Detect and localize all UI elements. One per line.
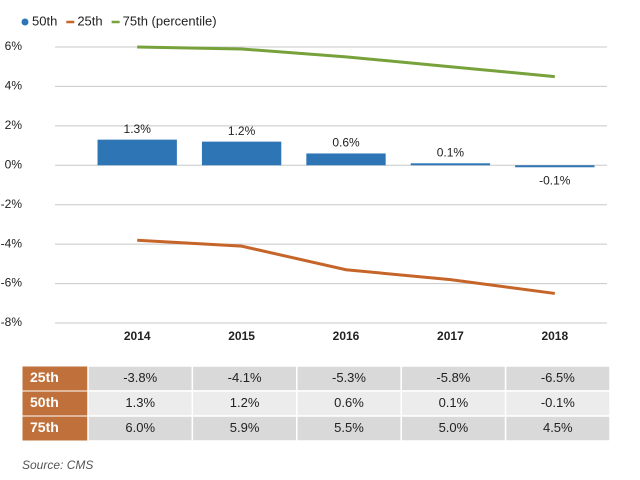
bar (97, 139, 177, 166)
table-cell: -6.5% (541, 370, 575, 385)
table-cell-bg (504, 365, 611, 392)
y-tick-label: -4% (1, 236, 23, 250)
data-label: 0.6% (332, 136, 360, 150)
table-cell-bg (296, 415, 402, 442)
x-tick-label: 2018 (541, 329, 568, 343)
table-cell: 6.0% (125, 420, 155, 435)
table-cell: 0.1% (439, 395, 469, 410)
table-cell: -5.3% (332, 370, 366, 385)
table-cell-bg (504, 415, 611, 442)
bar (306, 153, 386, 166)
data-label: 1.2% (228, 124, 256, 138)
table-cell-bg (296, 365, 402, 392)
table-row-header-bg (21, 390, 89, 417)
y-tick-label: -8% (1, 315, 23, 329)
table-cell-bg (504, 390, 611, 417)
table-cell: -5.8% (436, 370, 470, 385)
x-tick-label: 2017 (437, 329, 464, 343)
data-label: 0.1% (437, 145, 465, 159)
data-label: -0.1% (539, 173, 571, 187)
table-cell-bg (296, 390, 402, 417)
table-cell: 5.0% (439, 420, 469, 435)
line (137, 238, 555, 295)
x-tick-label: 2015 (228, 329, 255, 343)
table-cell: 5.5% (334, 420, 364, 435)
table-cell-bg (191, 390, 298, 417)
table-cell-bg (191, 415, 298, 442)
data-label: 1.3% (124, 122, 152, 136)
table-row-header-bg (21, 415, 89, 442)
table-cell: 1.3% (125, 395, 155, 410)
table-cell-bg (400, 365, 507, 392)
y-tick-label: 2% (5, 118, 23, 132)
x-tick-label: 2014 (124, 329, 151, 343)
source-note: Source: CMS (22, 458, 93, 472)
table-cell: -4.1% (228, 370, 262, 385)
table-cell: -0.1% (541, 395, 575, 410)
legend-label: 25th (77, 13, 102, 28)
bar (201, 141, 282, 166)
legend-label: 75th (percentile) (123, 13, 217, 28)
y-tick-label: 0% (5, 157, 23, 171)
table-row-header: 50th (30, 394, 59, 410)
legend-marker (21, 18, 29, 26)
bar (515, 165, 595, 168)
y-tick-label: -2% (1, 197, 23, 211)
table-cell: 5.9% (230, 420, 260, 435)
legend-label: 50th (32, 13, 57, 28)
table-cell-bg (87, 415, 194, 442)
bar (410, 163, 491, 166)
table-cell: 4.5% (543, 420, 573, 435)
y-tick-label: 4% (5, 79, 23, 93)
table-cell: 1.2% (230, 395, 260, 410)
table-cell-bg (400, 415, 507, 442)
y-tick-label: 6% (5, 39, 23, 53)
table-cell-bg (87, 365, 194, 392)
table-cell: -3.8% (123, 370, 157, 385)
table-row-header: 75th (30, 419, 59, 435)
x-tick-label: 2016 (333, 329, 360, 343)
table-cell: 0.6% (334, 395, 364, 410)
y-tick-label: -6% (1, 276, 23, 290)
table-row-header: 25th (30, 369, 59, 385)
line (137, 45, 555, 79)
